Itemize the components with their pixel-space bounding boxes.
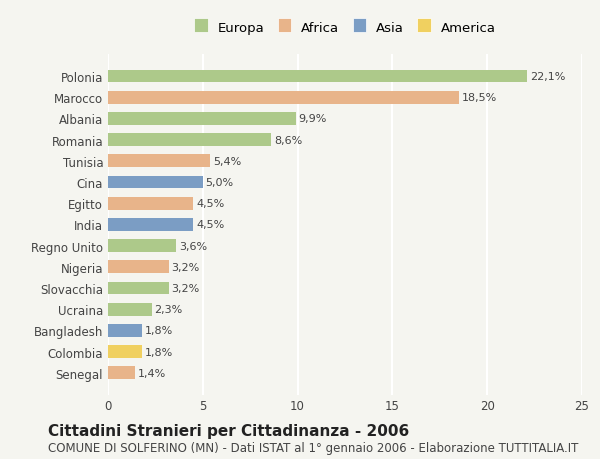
Bar xyxy=(108,325,142,337)
Bar xyxy=(108,303,152,316)
Text: 1,8%: 1,8% xyxy=(145,326,173,336)
Bar xyxy=(108,261,169,274)
Text: 3,2%: 3,2% xyxy=(172,283,200,293)
Bar xyxy=(108,113,296,125)
Text: 1,4%: 1,4% xyxy=(137,368,166,378)
Text: 8,6%: 8,6% xyxy=(274,135,302,146)
Text: COMUNE DI SOLFERINO (MN) - Dati ISTAT al 1° gennaio 2006 - Elaborazione TUTTITAL: COMUNE DI SOLFERINO (MN) - Dati ISTAT al… xyxy=(48,442,578,454)
Bar xyxy=(108,134,271,147)
Text: 5,4%: 5,4% xyxy=(213,157,241,167)
Bar xyxy=(108,367,134,379)
Bar xyxy=(108,346,142,358)
Bar xyxy=(108,218,193,231)
Bar xyxy=(108,197,193,210)
Text: 4,5%: 4,5% xyxy=(196,220,224,230)
Text: Cittadini Stranieri per Cittadinanza - 2006: Cittadini Stranieri per Cittadinanza - 2… xyxy=(48,423,409,438)
Bar xyxy=(108,92,459,104)
Bar xyxy=(108,282,169,295)
Text: 3,2%: 3,2% xyxy=(172,262,200,272)
Bar xyxy=(108,240,176,252)
Bar xyxy=(108,176,203,189)
Text: 5,0%: 5,0% xyxy=(206,178,234,188)
Text: 22,1%: 22,1% xyxy=(530,72,565,82)
Text: 9,9%: 9,9% xyxy=(299,114,327,124)
Text: 2,3%: 2,3% xyxy=(154,304,183,314)
Text: 1,8%: 1,8% xyxy=(145,347,173,357)
Text: 18,5%: 18,5% xyxy=(461,93,497,103)
Text: 3,6%: 3,6% xyxy=(179,241,207,251)
Bar xyxy=(108,71,527,83)
Legend: Europa, Africa, Asia, America: Europa, Africa, Asia, America xyxy=(190,17,500,39)
Bar xyxy=(108,155,211,168)
Text: 4,5%: 4,5% xyxy=(196,199,224,209)
